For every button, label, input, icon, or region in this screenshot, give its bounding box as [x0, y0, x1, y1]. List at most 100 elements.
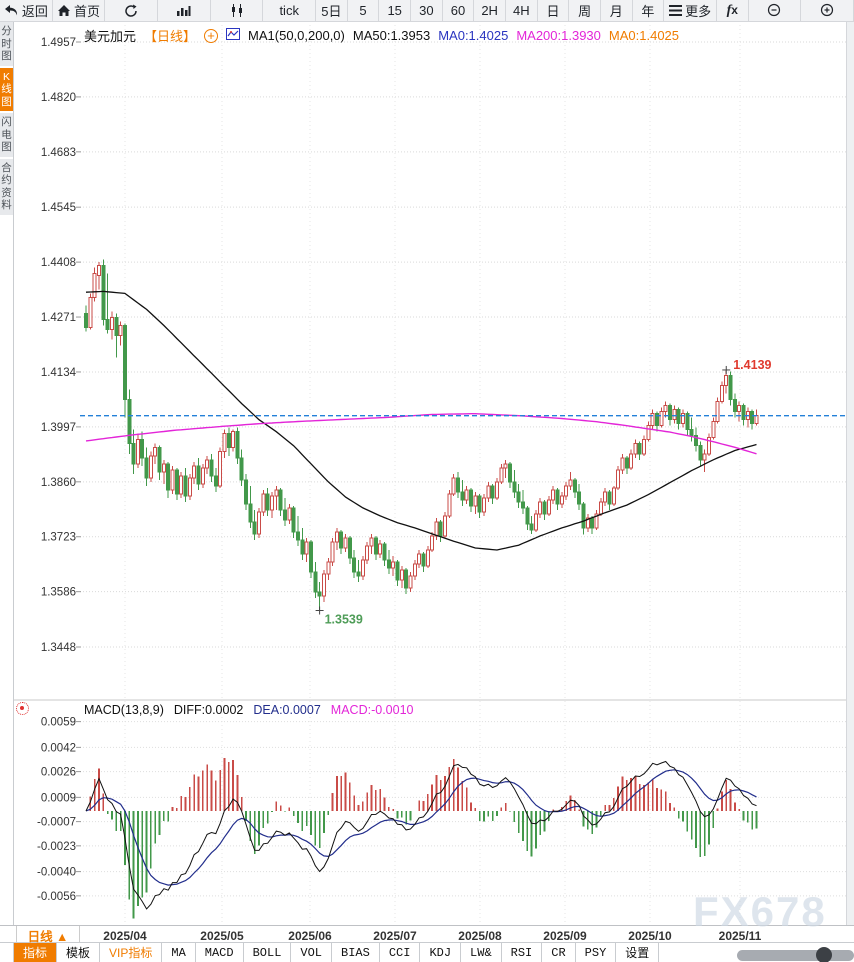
month-label: 2025/08 — [458, 929, 502, 943]
indicator-tab-CCI[interactable]: CCI — [380, 943, 421, 962]
indicator-tab-LW&[interactable]: LW& — [461, 943, 502, 962]
tab-bar-spacer — [0, 943, 14, 962]
candles-group — [84, 259, 759, 611]
toolbar-button-label: 15 — [387, 3, 402, 18]
indicator-tab-BIAS[interactable]: BIAS — [332, 943, 380, 962]
svg-text:1.3448: 1.3448 — [41, 642, 76, 654]
svg-text:-0.0007: -0.0007 — [37, 817, 76, 829]
indicator-tab-BOLL[interactable]: BOLL — [244, 943, 292, 962]
add-indicator-icon[interactable]: + — [204, 28, 219, 43]
toolbar-button-month[interactable]: 月 — [601, 0, 633, 21]
toolbar-button-refresh[interactable] — [105, 0, 159, 21]
indicator-tab-指标[interactable]: 指标 — [14, 943, 58, 962]
svg-text:-0.0023: -0.0023 — [37, 841, 76, 853]
indicator-tab-VOL[interactable]: VOL — [291, 943, 333, 962]
toolbar-button-60m[interactable]: 60 — [443, 0, 475, 21]
toolbar-button-15m[interactable]: 15 — [379, 0, 411, 21]
scrollbar-knob[interactable] — [816, 947, 832, 962]
chart-header: 美元加元 【日线】 + MA1(50,0,200,0) MA50:1.3953 … — [84, 26, 679, 45]
svg-text:1.3860: 1.3860 — [41, 477, 76, 489]
svg-text:1.3723: 1.3723 — [41, 532, 76, 544]
toolbar-button-label: 2H — [481, 3, 498, 18]
svg-text:1.4408: 1.4408 — [41, 257, 76, 269]
svg-text:-0.0056: -0.0056 — [37, 891, 76, 903]
macd-diff-value: DIFF:0.0002 — [173, 703, 244, 717]
sidebar-item-chart-type[interactable]: 分 时 图 — [0, 22, 13, 66]
diff-line — [85, 760, 757, 910]
toolbar-button-zoom-out[interactable] — [749, 0, 802, 21]
toolbar-button-more[interactable]: 更多 — [664, 0, 717, 21]
toolbar-button-day[interactable]: 日 — [538, 0, 570, 21]
period-selector[interactable]: 日线 ▲ — [16, 926, 80, 944]
indicator-settings-icon[interactable] — [16, 702, 29, 715]
svg-text:1.3586: 1.3586 — [41, 587, 76, 599]
toolbar-button-label: 更多 — [685, 4, 712, 19]
month-label: 2025/07 — [373, 929, 417, 943]
menu-icon — [669, 5, 683, 16]
indicator-tab-VIP指标[interactable]: VIP指标 — [100, 943, 163, 962]
indicator-tab-KDJ[interactable]: KDJ — [420, 943, 462, 962]
toolbar-button-candle-chart[interactable] — [211, 0, 264, 21]
indicator-tab-MA[interactable]: MA — [162, 943, 196, 962]
horizontal-scrollbar[interactable] — [737, 947, 854, 962]
indicator-tab-RSI[interactable]: RSI — [502, 943, 543, 962]
svg-text:1.4545: 1.4545 — [41, 202, 76, 214]
indicator-tab-CR[interactable]: CR — [542, 943, 576, 962]
mini-chart-icon[interactable] — [226, 28, 241, 43]
sidebar-item-active[interactable]: K 线 图 — [0, 67, 13, 111]
toolbar-button-label: 5 — [359, 3, 367, 18]
svg-text:0.0042: 0.0042 — [41, 742, 76, 754]
ma0-blue-value: MA0:1.4025 — [438, 28, 509, 43]
macd-title: MACD(13,8,9) — [84, 703, 164, 717]
sidebar-item-chart-type[interactable]: 闪 电 图 — [0, 113, 13, 157]
toolbar-button-label: tick — [279, 3, 299, 18]
indicator-tab-模板[interactable]: 模板 — [57, 943, 101, 962]
toolbar-button-label: 返回 — [21, 4, 48, 19]
bar-chart-icon — [176, 4, 191, 17]
toolbar-button-2h[interactable]: 2H — [474, 0, 506, 21]
toolbar-button-zoom-in[interactable] — [801, 0, 854, 21]
toolbar-button-fx[interactable]: fx — [717, 0, 749, 21]
price-pane — [80, 259, 846, 611]
ma50-value: MA50:1.3953 — [352, 28, 431, 43]
toolbar-button-home[interactable]: 首页 — [53, 0, 106, 21]
toolbar-button-label: 日 — [546, 4, 560, 19]
toolbar-button-bar-chart[interactable] — [158, 0, 211, 21]
macd-pane — [85, 758, 758, 919]
toolbar-button-30m[interactable]: 30 — [411, 0, 443, 21]
toolbar-button-label: 5日 — [321, 4, 342, 19]
vertical-scrollbar[interactable] — [846, 22, 854, 925]
toolbar-button-back[interactable]: 返回 — [0, 0, 53, 21]
svg-text:1.3997: 1.3997 — [41, 422, 76, 434]
indicator-tab-设置[interactable]: 设置 — [616, 943, 660, 962]
toolbar-button-5m[interactable]: 5 — [348, 0, 380, 21]
month-label: 2025/05 — [200, 929, 244, 943]
toolbar-button-5d[interactable]: 5日 — [316, 0, 348, 21]
toolbar-button-week[interactable]: 周 — [569, 0, 601, 21]
zoom-out-icon — [767, 3, 782, 18]
ma0-orange-value: MA0:1.4025 — [608, 28, 680, 43]
toolbar-button-4h[interactable]: 4H — [506, 0, 538, 21]
ma200-line — [85, 413, 757, 455]
svg-text:1.4957: 1.4957 — [41, 37, 76, 49]
indicator-tab-MACD[interactable]: MACD — [196, 943, 244, 962]
toolbar-button-label: 周 — [578, 4, 592, 19]
dea-line — [85, 769, 757, 886]
ma50-line — [85, 290, 757, 551]
toolbar-button-label: 4H — [512, 3, 530, 18]
svg-text:0.0009: 0.0009 — [41, 792, 76, 804]
month-label: 2025/09 — [543, 929, 587, 943]
refresh-icon — [124, 4, 138, 18]
toolbar-button-tick[interactable]: tick — [263, 0, 317, 21]
toolbar-button-year[interactable]: 年 — [633, 0, 665, 21]
home-icon — [57, 4, 71, 17]
svg-text:-0.0040: -0.0040 — [37, 867, 76, 879]
svg-text:0.0059: 0.0059 — [41, 717, 76, 729]
indicator-tab-PSY[interactable]: PSY — [576, 943, 617, 962]
sidebar-item-chart-type[interactable]: 合 约 资 料 — [0, 158, 13, 215]
price-annotations: 1.4139 1.3539 — [315, 358, 772, 627]
date-axis-row — [0, 925, 854, 942]
macd-dea-value: DEA:0.0007 — [253, 703, 321, 717]
fx-icon: fx — [726, 3, 738, 18]
